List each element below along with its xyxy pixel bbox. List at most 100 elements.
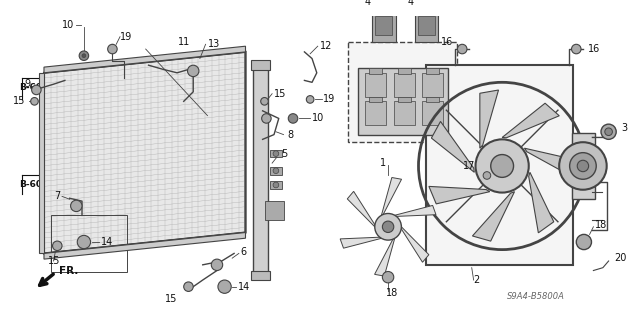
Text: 17: 17 <box>463 161 476 171</box>
Bar <box>426 65 573 265</box>
Text: FR.: FR. <box>59 265 79 276</box>
Text: 2: 2 <box>474 275 480 285</box>
Polygon shape <box>429 186 490 204</box>
Circle shape <box>52 241 62 250</box>
Circle shape <box>79 51 89 61</box>
Bar <box>375 16 392 35</box>
Polygon shape <box>340 237 381 248</box>
Text: B-13: B-13 <box>476 89 501 99</box>
Text: 4: 4 <box>407 0 413 7</box>
Text: 4: 4 <box>364 0 371 7</box>
Bar <box>394 101 415 125</box>
Circle shape <box>31 98 38 105</box>
Bar <box>252 271 270 280</box>
Polygon shape <box>472 192 515 241</box>
Bar <box>365 73 386 97</box>
Polygon shape <box>44 46 246 73</box>
Bar <box>365 101 386 125</box>
Bar <box>369 97 382 102</box>
Bar <box>415 12 438 42</box>
Text: B-60: B-60 <box>19 83 42 92</box>
Text: 11: 11 <box>177 37 190 48</box>
Bar <box>397 68 411 74</box>
Polygon shape <box>395 205 436 216</box>
Bar <box>270 181 282 189</box>
Polygon shape <box>348 191 375 227</box>
Circle shape <box>82 54 86 58</box>
Circle shape <box>572 44 581 54</box>
Polygon shape <box>529 172 554 233</box>
Text: 8: 8 <box>287 130 294 140</box>
Bar <box>253 68 268 272</box>
Polygon shape <box>431 122 474 172</box>
Bar <box>264 201 284 220</box>
Polygon shape <box>381 177 401 215</box>
Polygon shape <box>374 238 395 276</box>
Bar <box>372 12 396 42</box>
Polygon shape <box>44 233 246 259</box>
Bar <box>422 73 444 97</box>
Bar <box>270 150 282 157</box>
Text: 15: 15 <box>164 294 177 304</box>
Circle shape <box>483 172 491 179</box>
Circle shape <box>262 114 271 123</box>
Bar <box>397 97 411 102</box>
Circle shape <box>273 151 279 156</box>
Bar <box>252 61 270 70</box>
Text: 15: 15 <box>13 96 25 106</box>
Text: 14: 14 <box>238 282 250 292</box>
Circle shape <box>188 65 199 77</box>
Circle shape <box>108 44 117 54</box>
Text: 6: 6 <box>241 247 247 256</box>
Circle shape <box>491 155 513 177</box>
Circle shape <box>288 114 298 123</box>
Circle shape <box>375 213 401 240</box>
Text: 7: 7 <box>54 191 60 201</box>
Text: 1: 1 <box>380 158 386 168</box>
Circle shape <box>273 168 279 174</box>
Text: 10: 10 <box>312 114 324 123</box>
Circle shape <box>570 153 596 179</box>
Text: 9: 9 <box>24 79 31 89</box>
Circle shape <box>70 200 82 211</box>
Circle shape <box>382 221 394 233</box>
Text: 15: 15 <box>274 89 286 99</box>
Polygon shape <box>39 73 44 253</box>
Polygon shape <box>502 103 559 138</box>
Circle shape <box>476 139 529 193</box>
Bar <box>572 133 595 199</box>
Text: 15: 15 <box>48 256 60 266</box>
Polygon shape <box>524 148 578 179</box>
Text: 13: 13 <box>207 39 220 49</box>
Bar <box>358 68 448 135</box>
Bar <box>348 42 458 142</box>
Circle shape <box>31 85 41 95</box>
Circle shape <box>260 98 268 105</box>
Circle shape <box>559 142 607 190</box>
Text: 20: 20 <box>614 253 627 263</box>
Bar <box>417 16 435 35</box>
Bar <box>369 68 382 74</box>
Circle shape <box>77 235 91 249</box>
Text: 14: 14 <box>101 237 113 247</box>
Bar <box>426 97 440 102</box>
Circle shape <box>218 280 231 293</box>
Circle shape <box>211 259 223 271</box>
Text: 16: 16 <box>588 44 600 54</box>
Bar <box>394 73 415 97</box>
Circle shape <box>576 234 591 249</box>
Bar <box>422 101 444 125</box>
Text: 16: 16 <box>440 37 452 48</box>
Polygon shape <box>480 90 499 148</box>
Circle shape <box>382 271 394 283</box>
Bar <box>426 68 440 74</box>
Text: 10: 10 <box>62 20 74 30</box>
Circle shape <box>458 44 467 54</box>
Circle shape <box>273 182 279 188</box>
Text: B-60: B-60 <box>19 181 42 189</box>
Circle shape <box>184 282 193 292</box>
Text: 18: 18 <box>595 220 607 230</box>
Circle shape <box>605 128 612 136</box>
Polygon shape <box>44 52 246 253</box>
Text: 12: 12 <box>319 41 332 51</box>
